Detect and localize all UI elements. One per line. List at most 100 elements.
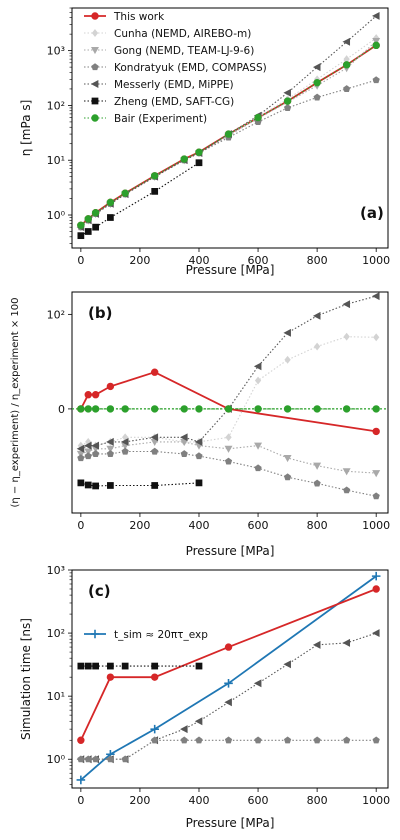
- data-point: [151, 447, 159, 455]
- data-point: [84, 441, 92, 450]
- legend-swatch-marker: [91, 114, 99, 122]
- data-point: [77, 755, 85, 763]
- x-tick-label: 0: [77, 254, 84, 267]
- data-point: [372, 492, 380, 500]
- legend-swatch-marker: [91, 12, 99, 20]
- legend-swatch-marker: [90, 629, 100, 639]
- data-point: [224, 445, 233, 453]
- x-tick-label: 800: [307, 794, 328, 807]
- legend-entry: Kondratyuk (EMD, COMPASS): [114, 62, 267, 74]
- data-point: [224, 130, 233, 138]
- data-point: [312, 640, 321, 649]
- panel-label: (c): [88, 582, 111, 600]
- data-point: [84, 405, 92, 413]
- data-point: [77, 479, 85, 487]
- data-point: [92, 450, 100, 457]
- data-point: [92, 482, 99, 490]
- data-point: [225, 433, 232, 442]
- data-point: [313, 462, 322, 470]
- data-point: [313, 78, 321, 87]
- data-point: [224, 643, 233, 651]
- data-point: [283, 97, 292, 105]
- data-point: [84, 662, 92, 670]
- data-point: [150, 673, 159, 681]
- data-point: [180, 725, 188, 734]
- y-tick-label: 10²: [47, 627, 65, 640]
- data-point: [77, 232, 85, 240]
- data-point: [180, 155, 188, 163]
- data-point: [84, 215, 92, 223]
- data-point: [372, 585, 380, 593]
- data-point: [253, 362, 262, 371]
- data-point: [77, 405, 85, 413]
- data-point: [107, 662, 114, 670]
- panel-label: (a): [360, 204, 384, 222]
- data-point: [283, 104, 292, 112]
- data-point: [313, 342, 321, 351]
- data-point: [371, 571, 381, 581]
- data-point: [180, 736, 188, 744]
- axes-frame: [71, 291, 389, 514]
- data-point: [284, 355, 291, 364]
- data-point: [372, 736, 380, 744]
- data-point: [195, 148, 203, 156]
- x-tick-label: 600: [248, 254, 269, 267]
- data-point: [77, 736, 85, 744]
- data-point: [372, 76, 380, 84]
- series-cunha: [77, 332, 380, 450]
- x-tick-label: 1000: [362, 254, 390, 267]
- x-tick-label: 600: [248, 794, 269, 807]
- x-tick-label: 200: [129, 794, 150, 807]
- series-kondratyuk: [77, 447, 380, 500]
- data-point: [92, 223, 99, 231]
- data-point: [254, 376, 262, 385]
- data-point: [150, 405, 159, 413]
- data-point: [313, 479, 321, 487]
- series-line: [80, 336, 377, 447]
- data-point: [342, 468, 351, 476]
- data-point: [106, 755, 115, 763]
- data-point: [180, 433, 188, 442]
- x-tick-label: 1000: [362, 519, 390, 532]
- data-point: [107, 214, 114, 221]
- legend-swatch-marker: [91, 97, 99, 105]
- data-point: [254, 113, 262, 122]
- panel-b: 0 200 400 600 800 1000 0 10² Pressure [MPa] (η − …: [10, 291, 390, 558]
- data-point: [224, 736, 233, 744]
- legend-entry: This work: [113, 11, 165, 23]
- y-tick-label: 10³: [47, 45, 65, 58]
- data-point: [194, 437, 203, 446]
- data-point: [121, 405, 129, 413]
- data-point: [195, 736, 203, 744]
- data-point: [253, 679, 262, 688]
- data-point: [342, 61, 351, 69]
- data-point: [91, 441, 99, 450]
- panel-a: 0 200 400 600 800 1000 10⁰ 10¹ 10² 10³ Pressure [M…: [19, 7, 390, 277]
- legend: This work Cunha (NEMD, AIREBO-m) Gong (NEM…: [84, 11, 267, 125]
- data-point: [342, 638, 351, 647]
- data-point: [84, 481, 92, 489]
- x-tick-label: 800: [307, 254, 328, 267]
- x-tick-label: 800: [307, 519, 328, 532]
- data-point: [195, 479, 203, 487]
- y-tick-label: 10²: [47, 99, 65, 112]
- y-tick-label: 0: [58, 403, 65, 416]
- data-point: [372, 405, 380, 413]
- data-point: [84, 448, 93, 456]
- data-point: [91, 209, 100, 217]
- data-point: [254, 405, 262, 413]
- series-this_work: [77, 368, 380, 436]
- data-point: [121, 662, 129, 670]
- axes-frame: [71, 569, 389, 789]
- y-tick-label: 10¹: [47, 690, 65, 703]
- data-point: [372, 37, 381, 46]
- x-axis-label: Pressure [MPa]: [186, 816, 275, 830]
- series-zheng: [77, 479, 203, 490]
- data-point: [343, 332, 350, 341]
- legend-swatch-marker: [91, 46, 99, 55]
- data-point: [224, 678, 233, 688]
- data-point: [254, 442, 263, 450]
- series-bair: [77, 405, 380, 413]
- data-point: [106, 673, 115, 681]
- data-point: [372, 11, 380, 20]
